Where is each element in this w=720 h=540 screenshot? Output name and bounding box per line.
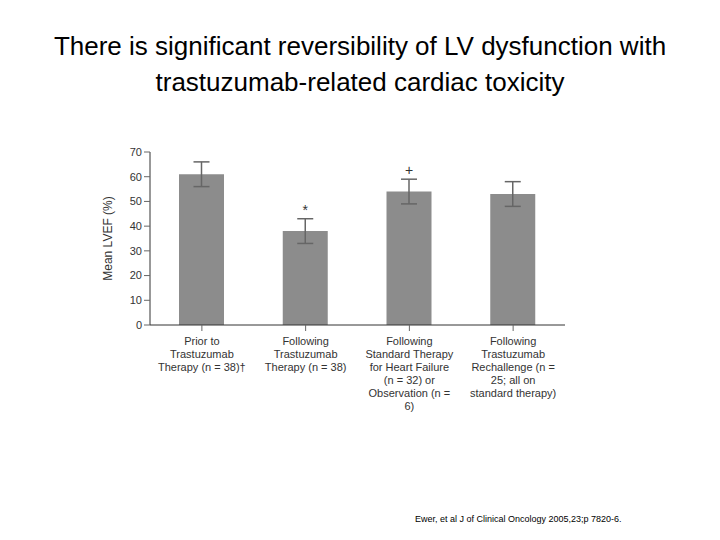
svg-text:10: 10 [130,294,142,306]
svg-text:70: 70 [130,146,142,158]
svg-text:FollowingTrastuzumabTherapy (n: FollowingTrastuzumabTherapy (n = 38) [265,335,347,373]
svg-text:FollowingStandard Therapyfor H: FollowingStandard Therapyfor Heart Failu… [365,335,453,412]
svg-text:+: + [405,162,413,178]
svg-text:40: 40 [130,220,142,232]
svg-text:0: 0 [136,319,142,331]
html-text:There is significant reversibi: There is significant reversibility of LV… [53,31,667,97]
svg-text:Prior toTrastuzumabTherapy (n: Prior toTrastuzumabTherapy (n = 38)† [158,335,246,373]
svg-text:50: 50 [130,195,142,207]
svg-text:20: 20 [130,269,142,281]
html-text:Ewer, et al J of Clinical Onco: Ewer, et al J of Clinical Oncology 2005,… [415,514,622,524]
svg-text:*: * [303,202,309,218]
svg-text:Mean LVEF (%): Mean LVEF (%) [101,196,115,280]
svg-text:FollowingTrastuzumabRechalleng: FollowingTrastuzumabRechallenge (n =25; … [470,335,556,399]
svg-text:60: 60 [130,171,142,183]
svg-text:30: 30 [130,245,142,257]
